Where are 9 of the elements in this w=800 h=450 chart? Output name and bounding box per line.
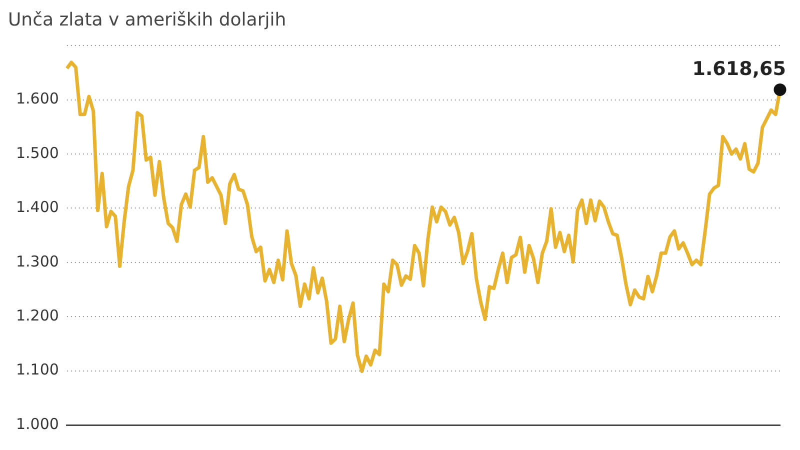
y-tick-label: 1.000	[16, 414, 59, 433]
y-tick-label: 1.400	[16, 198, 59, 216]
y-tick-label: 1.500	[16, 144, 59, 162]
chart-title: Unča zlata v ameriških dolarjih	[8, 9, 286, 30]
y-tick-label: 1.600	[16, 90, 59, 108]
y-tick-label: 1.100	[16, 360, 59, 379]
y-tick-label: 1.200	[16, 306, 59, 324]
y-tick-label: 1.300	[16, 252, 59, 270]
annotation: 1.618,65	[692, 58, 786, 80]
